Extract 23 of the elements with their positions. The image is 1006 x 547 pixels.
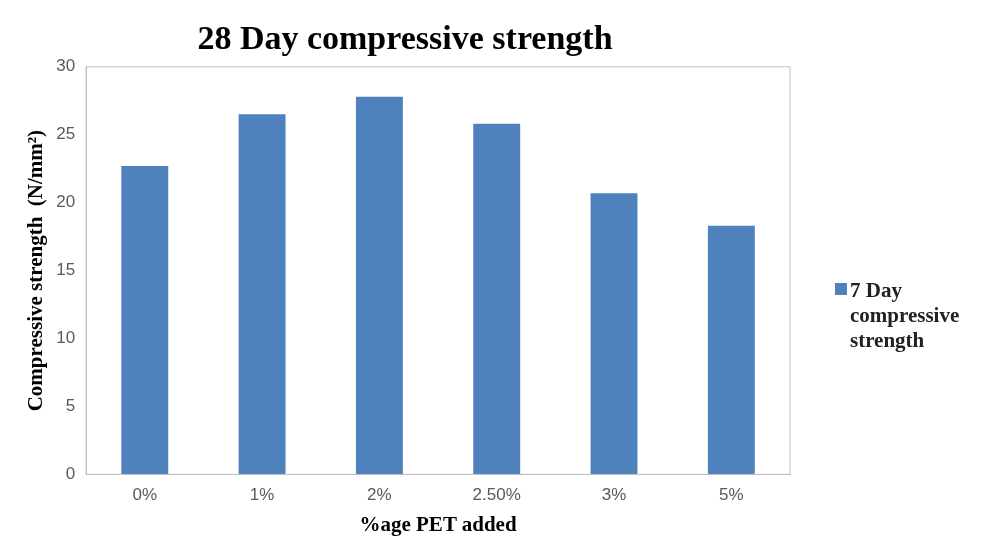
y-tick-label: 20 — [56, 192, 76, 212]
y-tick-label: 25 — [56, 124, 76, 144]
x-tick-label: 2% — [367, 485, 392, 505]
x-tick-label: 3% — [601, 485, 627, 505]
y-axis-title: Compressive strength (N/mm²) — [23, 129, 48, 412]
bar — [707, 225, 755, 475]
y-tick-label: 30 — [56, 56, 76, 76]
x-tick-label: 1% — [249, 485, 275, 505]
x-axis-title: %age PET added — [359, 511, 517, 536]
bar — [473, 123, 521, 475]
x-tick-label: 2.50% — [472, 485, 521, 505]
y-tick-label: 15 — [56, 260, 76, 280]
bar — [121, 165, 169, 475]
x-tick-label: 5% — [719, 485, 744, 505]
bar — [355, 96, 403, 475]
y-tick-label: 5 — [65, 396, 76, 416]
chart-title: 28 Day compressive strength — [197, 19, 613, 57]
y-tick-label: 0 — [65, 464, 76, 484]
bar — [590, 193, 638, 475]
bar — [238, 114, 286, 475]
y-tick-label: 10 — [56, 328, 76, 348]
x-tick-label: 0% — [132, 485, 158, 505]
legend-label: 7 Day compressive strength — [850, 278, 961, 353]
